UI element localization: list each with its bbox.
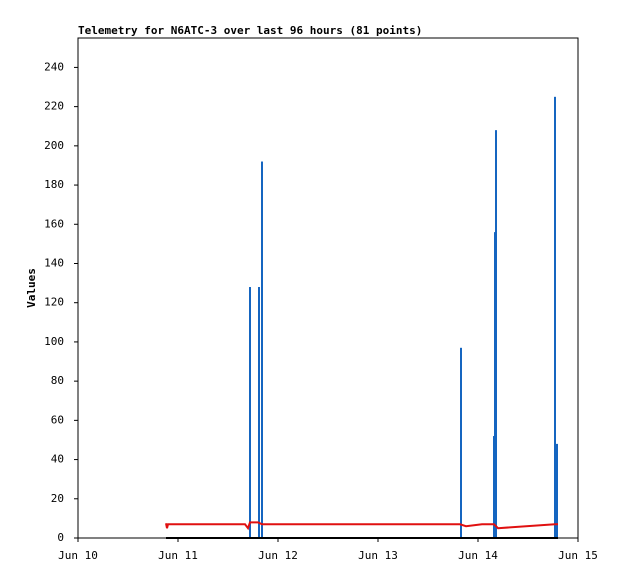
x-tick-label: Jun 12 (258, 549, 298, 562)
x-tick-label: Jun 15 (558, 549, 598, 562)
line (165, 521, 558, 531)
spike (249, 287, 251, 538)
chart-title: Telemetry for N6ATC-3 over last 96 hours… (78, 24, 422, 37)
x-tick-label: Jun 11 (158, 549, 198, 562)
y-tick-label: 160 (44, 217, 64, 230)
y-tick-label: 80 (51, 374, 64, 387)
spike (460, 347, 462, 538)
y-tick-label: 0 (57, 531, 64, 544)
y-tick-label: 120 (44, 296, 64, 309)
y-tick-label: 240 (44, 60, 64, 73)
y-tick-label: 140 (44, 256, 64, 269)
x-tick-label: Jun 10 (58, 549, 98, 562)
plot-frame (77, 37, 579, 539)
spike (258, 287, 260, 538)
spike (554, 96, 556, 538)
x-tick-label: Jun 13 (358, 549, 398, 562)
y-tick-label: 200 (44, 139, 64, 152)
x-tick-label: Jun 14 (458, 549, 498, 562)
y-tick-label: 100 (44, 335, 64, 348)
y-tick-label: 180 (44, 178, 64, 191)
spike (495, 130, 497, 538)
spike (556, 443, 558, 538)
spike (261, 161, 263, 538)
y-tick-label: 60 (51, 413, 64, 426)
y-axis-label: Values (25, 268, 38, 308)
y-tick-label: 220 (44, 100, 64, 113)
y-tick-label: 40 (51, 453, 64, 466)
y-tick-label: 20 (51, 492, 64, 505)
